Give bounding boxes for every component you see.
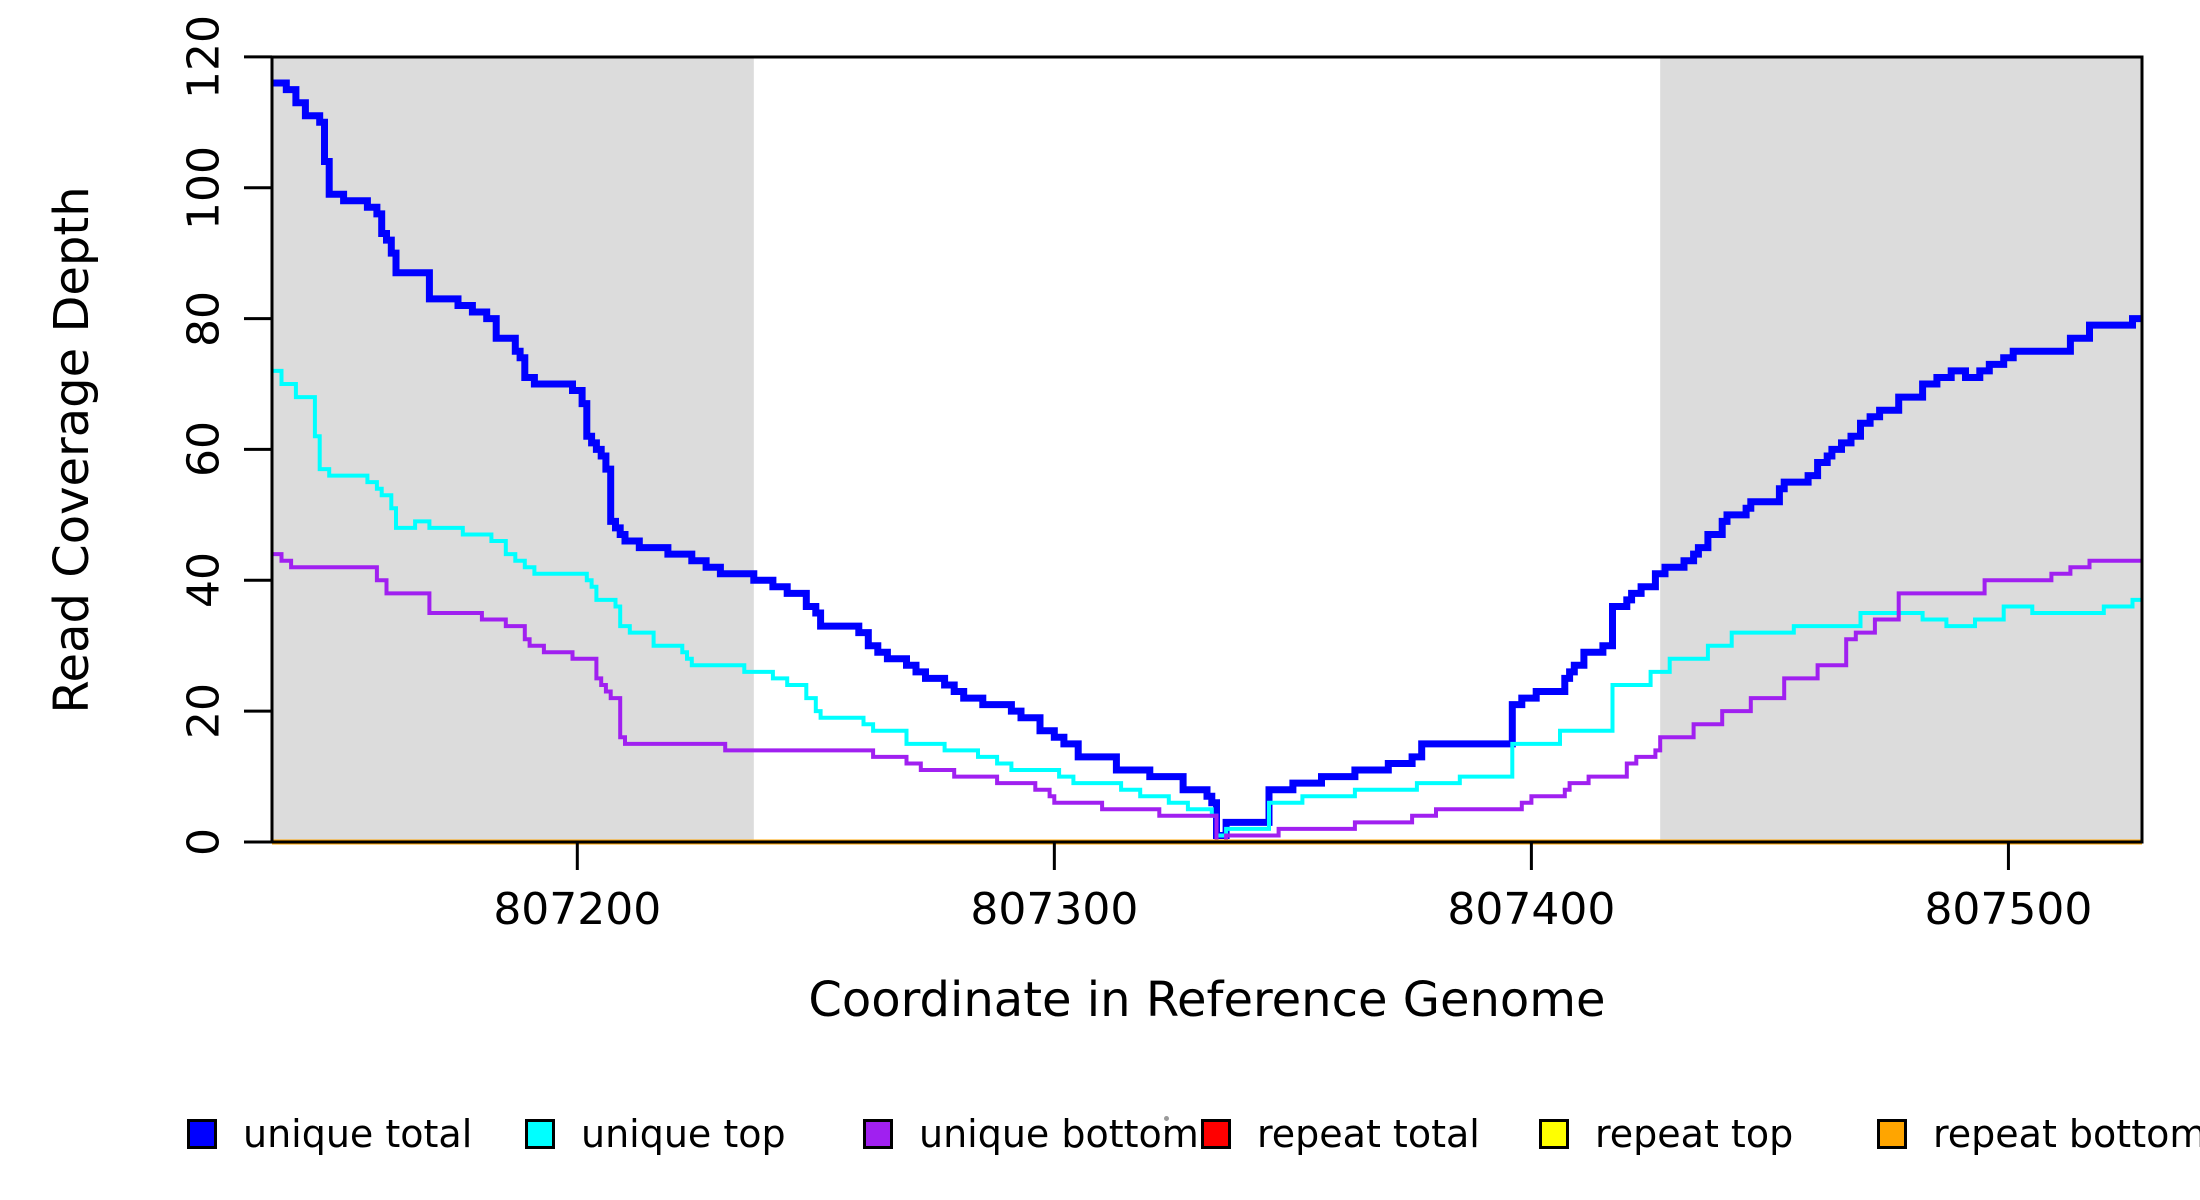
series-line-unique-top xyxy=(272,368,2142,838)
legend-swatch-unique-total xyxy=(187,1119,217,1149)
y-tick-label-100: 100 xyxy=(178,145,230,230)
legend-item-unique-total: unique total xyxy=(187,1112,472,1156)
legend-item-unique-bottom: unique bottom xyxy=(863,1112,1199,1156)
y-tick-label-80: 80 xyxy=(178,290,230,347)
y-tick-label-40: 40 xyxy=(178,552,230,609)
legend-label-repeat-total: repeat total xyxy=(1257,1112,1480,1156)
x-axis-title: Coordinate in Reference Genome xyxy=(808,972,1606,1028)
x-tick-label-807500: 807500 xyxy=(1924,884,2093,935)
legend-label-unique-bottom: unique bottom xyxy=(919,1112,1199,1156)
shaded-region-left xyxy=(272,57,754,842)
legend-item-unique-top: unique top xyxy=(525,1112,786,1156)
legend-label-unique-top: unique top xyxy=(581,1112,786,1156)
y-tick-label-120: 120 xyxy=(178,14,230,99)
legend-swatch-repeat-total xyxy=(1201,1119,1231,1149)
y-tick-label-0: 0 xyxy=(178,828,230,856)
legend-swatch-unique-top xyxy=(525,1119,555,1149)
legend-label-repeat-top: repeat top xyxy=(1595,1112,1794,1156)
legend-item-repeat-bottom: repeat bottom xyxy=(1877,1112,2200,1156)
legend-item-repeat-total: repeat total xyxy=(1201,1112,1480,1156)
stray-point-mark xyxy=(1164,1116,1169,1121)
legend-swatch-repeat-top xyxy=(1539,1119,1569,1149)
y-axis-title: Read Coverage Depth xyxy=(44,186,100,714)
shaded-region-right xyxy=(1660,57,2142,842)
x-tick-label-807300: 807300 xyxy=(970,884,1139,935)
legend-swatch-repeat-bottom xyxy=(1877,1119,1907,1149)
series-line-unique-bottom xyxy=(272,552,2142,844)
series-line-unique-total xyxy=(272,79,2142,839)
x-tick-label-807400: 807400 xyxy=(1447,884,1616,935)
legend-item-repeat-top: repeat top xyxy=(1539,1112,1793,1156)
y-tick-label-20: 20 xyxy=(178,683,230,740)
x-tick-label-807200: 807200 xyxy=(493,884,662,935)
y-tick-label-60: 60 xyxy=(178,421,230,478)
legend-label-unique-total: unique total xyxy=(243,1112,473,1156)
legend-swatch-unique-bottom xyxy=(863,1119,893,1149)
legend-label-repeat-bottom: repeat bottom xyxy=(1933,1112,2200,1156)
